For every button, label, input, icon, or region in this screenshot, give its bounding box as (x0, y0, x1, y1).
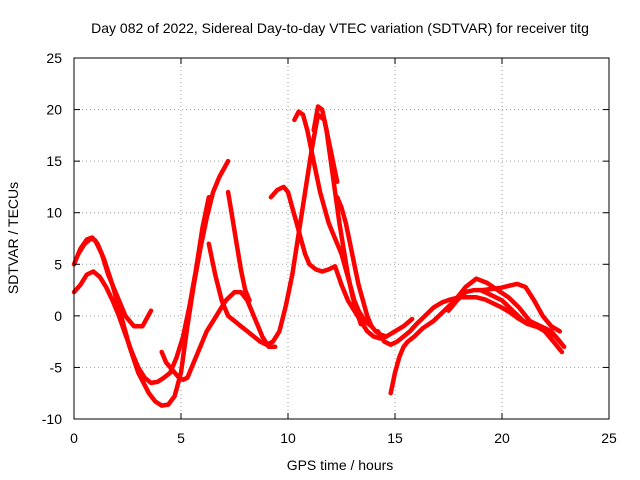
x-tick-label: 10 (280, 430, 296, 446)
y-tick-label: 5 (54, 256, 62, 272)
x-tick-label: 5 (177, 430, 185, 446)
series-arc-12 (388, 276, 563, 396)
x-tick-label: 20 (494, 430, 510, 446)
x-tick-label: 0 (70, 430, 78, 446)
series-arc-13 (446, 281, 563, 334)
y-tick-label: -5 (50, 359, 63, 375)
series-group (71, 104, 567, 408)
plot-frame (73, 57, 610, 420)
y-tick-label: 20 (46, 102, 62, 118)
tick-labels: 0 5 10 15 20 25 -10 -5 0 5 10 15 20 25 (42, 50, 617, 446)
series-arc-9 (311, 104, 364, 327)
series-arc-14 (478, 287, 567, 350)
y-axis-label: SDTVAR / TECUs (5, 182, 21, 294)
series-arc-2 (71, 194, 212, 386)
y-tick-label: 10 (46, 205, 62, 221)
series-arc-6 (225, 189, 252, 303)
y-tick-label: 15 (46, 153, 62, 169)
series-arc-3 (76, 236, 154, 329)
y-tick-label: 0 (54, 308, 62, 324)
y-tick-label: -10 (42, 411, 62, 427)
y-tick-label: 25 (46, 50, 62, 66)
ticks (73, 57, 610, 420)
x-tick-label: 15 (387, 430, 403, 446)
chart-title: Day 082 of 2022, Sidereal Day-to-day VTE… (91, 20, 589, 36)
series-arc-4 (159, 289, 278, 383)
x-tick-label: 25 (601, 430, 617, 446)
x-axis-label: GPS time / hours (287, 457, 394, 473)
